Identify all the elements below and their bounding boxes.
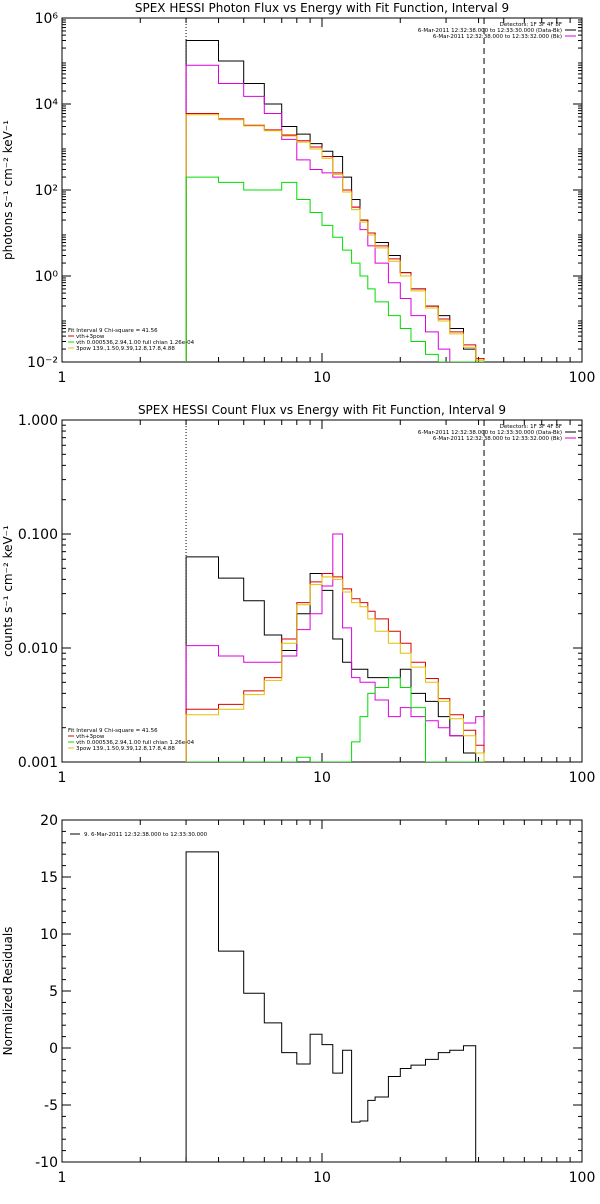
- y-tick-label: 5: [49, 984, 58, 1000]
- x-tick-label: 1: [58, 370, 67, 386]
- y-tick-label: 1.000: [18, 413, 58, 429]
- series-vth-3pow: [185, 113, 485, 362]
- y-axis-label: counts s⁻¹ cm⁻² keV⁻¹: [1, 525, 15, 657]
- series-data-bk: [185, 556, 484, 762]
- y-tick-label: 10⁴: [35, 97, 59, 113]
- series-9: [185, 851, 477, 1162]
- fit-info-text: vth+3pow: [76, 334, 105, 340]
- y-tick-label: 10⁶: [35, 11, 59, 27]
- fit-info-text: Fit Interval 9 Chi-square = 41.56: [68, 728, 158, 734]
- y-tick-label: 15: [40, 870, 58, 886]
- series-3pow: [185, 576, 485, 762]
- fit-info-text: vth 0.000536,2.94,1.00 full chian 1.26e-…: [76, 740, 195, 746]
- y-tick-label: 0.100: [18, 527, 58, 543]
- x-tick-label: 100: [569, 370, 596, 386]
- x-tick-label: 1: [58, 1170, 67, 1186]
- panel-1: SPEX HESSI Photon Flux vs Energy with Fi…: [1, 1, 595, 386]
- series-3pow: [185, 114, 485, 362]
- y-tick-label: 10²: [35, 183, 58, 199]
- y-tick-label: 10⁰: [35, 269, 59, 285]
- x-tick-label: 100: [569, 770, 596, 786]
- legend-text: 6-Mar-2011 12:32:38.000 to 12:33:32.000 …: [433, 436, 562, 442]
- series-vth: [185, 176, 484, 362]
- y-tick-label: 20: [40, 813, 58, 829]
- series-bk: [185, 533, 485, 762]
- series-vth: [186, 677, 484, 762]
- y-axis-label: Normalized Residuals: [1, 927, 15, 1056]
- fit-info-text: 3pow 139.,1.50,9.39,12.8,17.8,4.88: [76, 346, 175, 352]
- legend-text: Detectors: 1F 3F 4F 8F: [500, 22, 562, 28]
- series-vth-3pow: [185, 573, 485, 762]
- fit-info-text: vth+3pow: [76, 734, 105, 740]
- x-tick-label: 10: [313, 1170, 331, 1186]
- legend-text: 9. 6-Mar-2011 12:32:38.000 to 12:33:30.0…: [84, 832, 208, 838]
- y-tick-label: 10⁻²: [27, 355, 58, 371]
- legend-text: 6-Mar-2011 12:32:38.000 to 12:33:30.000 …: [418, 430, 562, 436]
- panel-2: SPEX HESSI Count Flux vs Energy with Fit…: [1, 403, 595, 786]
- x-tick-label: 100: [569, 1170, 596, 1186]
- panel-3: 1 10 100 -10 -5 0 5 10 15 20 Normalized Residuals 9…: [1, 813, 595, 1186]
- y-tick-label: 10: [40, 927, 58, 943]
- y-tick-label: 0.010: [18, 641, 58, 657]
- fit-info-text: vth 0.000536,2.94,1.00 full chian 1.26e-…: [76, 340, 195, 346]
- x-tick-label: 10: [313, 770, 331, 786]
- chart-title: SPEX HESSI Count Flux vs Energy with Fit…: [138, 403, 506, 417]
- y-tick-label: 0.001: [18, 755, 58, 771]
- fit-info-text: Fit Interval 9 Chi-square = 41.56: [68, 328, 158, 334]
- series-data-bk: [185, 40, 484, 362]
- legend-text: Detectors: 1F 3F 4F 8F: [500, 424, 562, 430]
- y-tick-label: -10: [35, 1155, 58, 1171]
- y-tick-label: 0: [49, 1041, 58, 1057]
- plot-frame: [61, 819, 583, 1163]
- series-bk: [185, 64, 484, 362]
- y-axis-label: photons s⁻¹ cm⁻² keV⁻¹: [1, 120, 15, 260]
- legend-text: 6-Mar-2011 12:32:38.000 to 12:33:30.000 …: [418, 28, 562, 34]
- y-tick-label: -5: [44, 1098, 58, 1114]
- chart-title: SPEX HESSI Photon Flux vs Energy with Fi…: [135, 1, 509, 15]
- fit-info-text: 3pow 139.,1.50,9.39,12.8,17.8,4.88: [76, 746, 175, 752]
- plot-frame: [61, 17, 583, 363]
- x-tick-label: 10: [313, 370, 331, 386]
- x-tick-label: 1: [58, 770, 67, 786]
- legend-text: 6-Mar-2011 12:32:38.000 to 12:33:32.000 …: [433, 34, 562, 40]
